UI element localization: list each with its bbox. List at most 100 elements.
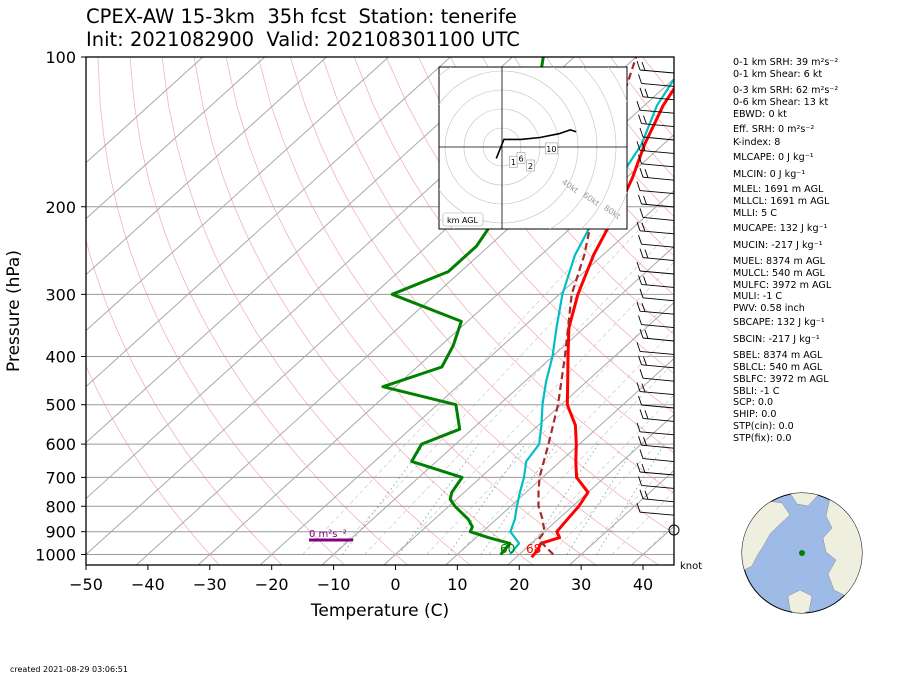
- isotherm-line: [86, 57, 389, 332]
- wind-barb-flag: [638, 154, 642, 164]
- wind-barb-flag: [638, 355, 642, 365]
- wind-barb-staff: [641, 324, 675, 329]
- index-line: PWV: 0.58 inch: [733, 303, 805, 314]
- moist-adiabat-line: [395, 261, 674, 555]
- hodograph-marker-label: 6: [518, 154, 523, 163]
- wind-barb-staff: [639, 310, 675, 315]
- wind-barb-flag: [636, 101, 641, 111]
- isotherm-line: [321, 245, 674, 565]
- wind-barb-staff: [642, 216, 675, 221]
- wind-barb-flag: [641, 303, 646, 312]
- index-line: MULI: -1 C: [733, 291, 783, 302]
- wind-barb-flag: [644, 249, 649, 259]
- index-line: SBLCL: 540 m AGL: [733, 362, 823, 373]
- wind-barb-flag: [644, 329, 649, 339]
- index-line: 0-1 km Shear: 6 kt: [733, 69, 823, 80]
- wind-barb-staff: [642, 458, 675, 463]
- index-line: 0-3 km SRH: 62 m²s⁻²: [733, 85, 839, 96]
- index-line: 0-1 km SRH: 39 m²s⁻²: [733, 57, 839, 68]
- wind-barb-staff: [639, 149, 675, 154]
- wind-barb-staff: [642, 337, 675, 342]
- isotherm-line: [86, 57, 327, 276]
- chart-title: CPEX-AW 15-3km 35h fcst Station: tenerif…: [86, 5, 517, 28]
- wind-barb-flag: [636, 382, 641, 392]
- mixing-ratio-line: [342, 443, 426, 555]
- y-tick-label: 600: [45, 435, 76, 454]
- wind-barb-flag: [639, 449, 644, 459]
- wind-barb-flag: [643, 115, 647, 125]
- moist-adiabat-line: [611, 490, 674, 555]
- temperature-surface-label: 68: [526, 542, 541, 556]
- landmass-greenland: [789, 493, 819, 507]
- index-line: MLEL: 1691 m AGL: [733, 184, 824, 195]
- index-line: SBEL: 8374 m AGL: [733, 350, 823, 361]
- wind-barb-staff: [642, 417, 675, 422]
- x-tick-label: 40: [633, 575, 653, 594]
- index-line: MUCIN: -217 J kg⁻¹: [733, 240, 823, 251]
- wind-barb-staff: [641, 82, 675, 87]
- wind-barb-staff: [639, 471, 675, 476]
- wind-barb-staff: [641, 364, 675, 369]
- wind-barb-flag: [636, 503, 641, 513]
- isotherm-line: [569, 469, 674, 565]
- dry-adiabat-line: [193, 57, 534, 565]
- x-tick-label: −10: [317, 575, 351, 594]
- dry-adiabat-line: [418, 57, 674, 375]
- moist-adiabat-line: [488, 362, 674, 555]
- calm-wind-circle: [668, 524, 680, 536]
- wind-barb-flag: [638, 194, 642, 205]
- index-line: MLCIN: 0 J kg⁻¹: [733, 169, 806, 180]
- wind-barb-staff: [639, 391, 675, 396]
- dry-adiabat-line: [385, 57, 674, 414]
- x-tick-label: 30: [571, 575, 591, 594]
- moist-adiabat-line: [426, 295, 674, 555]
- wind-barb-flag: [643, 356, 647, 366]
- moist-adiabat-line: [580, 458, 674, 555]
- moist-adiabat-line: [457, 329, 674, 555]
- dry-adiabat-line: [353, 57, 674, 454]
- wind-barb-flag: [643, 195, 647, 205]
- index-line: MLLI: 5 C: [733, 208, 777, 219]
- mixing-ratio-line: [448, 443, 526, 555]
- wind-barb-staff: [639, 511, 675, 516]
- wind-barb-staff: [639, 69, 675, 74]
- index-line: MLCAPE: 0 J kg⁻¹: [733, 152, 814, 163]
- isotherm-line: [86, 57, 513, 444]
- landmass-south-america: [787, 589, 813, 613]
- dry-adiabat-line: [161, 57, 471, 565]
- wind-barb-staff: [642, 176, 675, 181]
- wind-barb-staff: [641, 203, 675, 208]
- y-axis-ticks: 100 200 300 400 500 600 700 800 900 1000: [35, 48, 86, 564]
- isotherm-line: [507, 413, 674, 565]
- index-line: SHIP: 0.0: [733, 409, 777, 420]
- dry-adiabat-line: [86, 365, 220, 565]
- y-tick-label: 700: [45, 468, 76, 487]
- dewpoint-surface-label: 60: [500, 542, 515, 556]
- dry-adiabat-line: [482, 57, 674, 296]
- dry-adiabat-line: [321, 57, 674, 494]
- y-tick-label: 200: [45, 198, 76, 217]
- moist-adiabat-line: [364, 227, 674, 555]
- wind-barb-flag: [644, 490, 649, 500]
- wind-barb-flag: [644, 169, 649, 178]
- wind-barb-flag: [639, 168, 644, 178]
- wind-barb-flag: [636, 221, 641, 231]
- wind-barb-flag: [641, 142, 646, 152]
- background-reference-lines: [86, 57, 674, 565]
- wind-barb-flag: [639, 87, 644, 97]
- isotherm-line: [86, 57, 451, 388]
- x-tick-label: −20: [255, 575, 289, 594]
- index-line: MLLCL: 1691 m AGL: [733, 196, 830, 207]
- wind-barbs: [636, 60, 675, 516]
- y-tick-label: 900: [45, 523, 76, 542]
- hodograph-marker-box: [526, 159, 535, 172]
- y-tick-label: 400: [45, 348, 76, 367]
- y-axis-label: Pressure (hPa): [4, 250, 24, 372]
- wind-barb-staff: [642, 297, 675, 302]
- moist-adiabat-line: [302, 206, 628, 555]
- index-line: SBLFC: 3972 m AGL: [733, 374, 829, 385]
- srh-label: 0 m²s⁻²: [309, 529, 347, 540]
- wind-barb-flag: [636, 261, 641, 272]
- hodograph-marker-label: 2: [528, 162, 533, 171]
- wind-barb-flag: [639, 248, 644, 258]
